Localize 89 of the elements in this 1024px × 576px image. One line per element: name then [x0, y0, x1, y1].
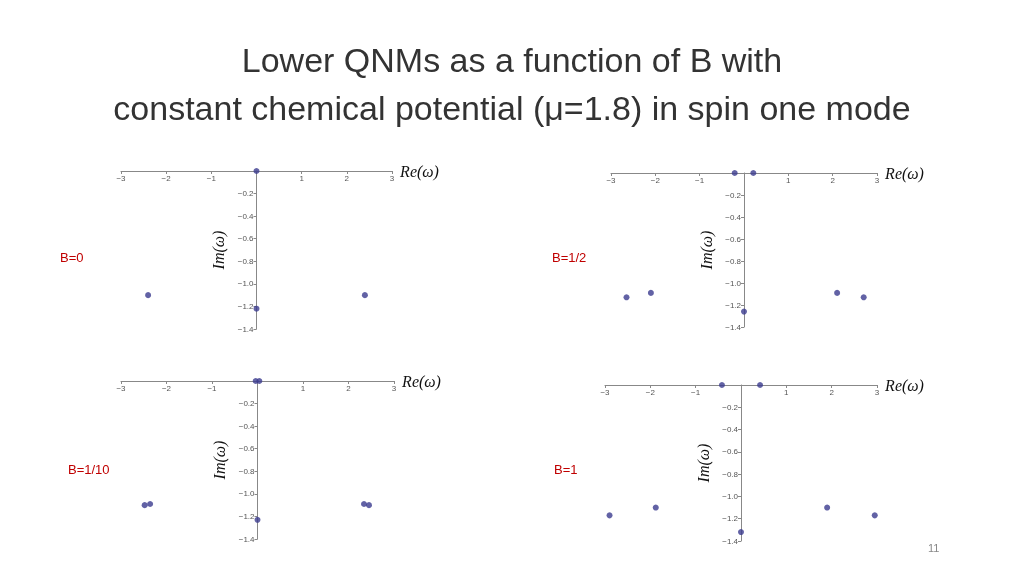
text: B=1/2: [552, 250, 587, 265]
y-tick-label: −1.0: [725, 278, 742, 288]
point: [360, 501, 367, 508]
y-tick-label: −0.6: [237, 234, 255, 244]
y-tick-label: −0.6: [722, 447, 739, 457]
point: [147, 501, 154, 508]
point: [141, 502, 148, 509]
y-tick-label: −1.2: [725, 300, 742, 310]
y-tick-label: −0.6: [725, 234, 742, 244]
x-tick-label: −3: [116, 383, 127, 393]
x-tick-label: 3: [391, 383, 397, 393]
text: Lower QNMs as a function of B with constant chemical potential (μ=1.8) in spin one mode: [112, 40, 912, 129]
x-axis-title: Re(ω): [884, 376, 924, 395]
y-tick-label: −0.8: [725, 256, 742, 266]
text: B=0: [60, 250, 84, 265]
x-tick-label: −3: [116, 173, 127, 183]
y-tick-label: −1.0: [238, 489, 256, 499]
y-tick-label: −1.4: [725, 322, 742, 332]
x-tick-label: −2: [161, 173, 172, 183]
x-tick-label: −2: [650, 175, 661, 185]
x-tick-label: 1: [300, 383, 306, 393]
point: [860, 294, 867, 301]
y-tick-label: −0.8: [237, 256, 255, 266]
y-tick-label: −1.2: [238, 511, 256, 521]
y-tick-label: −0.2: [238, 399, 256, 409]
x-tick-label: −3: [600, 387, 611, 397]
text: 11: [928, 542, 940, 554]
point: [253, 305, 260, 312]
y-tick-label: −1.0: [237, 279, 255, 289]
point: [757, 382, 764, 388]
y-tick-label: −0.4: [725, 212, 742, 222]
y-tick-label: −1.4: [237, 324, 255, 334]
y-tick-label: −1.4: [238, 534, 256, 544]
text: B=1: [554, 461, 578, 477]
x-axis-title: Re(ω): [884, 164, 924, 183]
x-tick-label: 1: [786, 175, 792, 185]
y-tick-label: −0.4: [238, 421, 256, 431]
y-tick-label: −1.2: [237, 301, 255, 311]
y-tick-label: −1.4: [722, 536, 739, 546]
y-tick-label: −0.4: [722, 425, 739, 435]
x-tick-label: −1: [206, 173, 217, 183]
x-tick-label: −2: [161, 383, 172, 393]
point: [741, 308, 747, 315]
x-tick-label: 2: [346, 383, 352, 393]
point: [871, 512, 878, 519]
text: B=1/10: [68, 461, 110, 477]
y-axis-title: Im(ω): [694, 443, 713, 484]
point: [253, 168, 260, 174]
x-tick-label: 1: [784, 387, 790, 397]
y-tick-label: −1.2: [722, 514, 739, 524]
x-tick-label: 3: [389, 173, 395, 183]
y-tick-label: −0.4: [237, 211, 255, 221]
point: [254, 516, 261, 523]
y-tick-label: −0.2: [722, 402, 739, 412]
x-tick-label: −3: [606, 175, 617, 185]
point: [834, 289, 841, 296]
x-tick-label: 1: [299, 173, 305, 183]
x-tick-label: 2: [344, 173, 350, 183]
point: [145, 292, 152, 299]
x-tick-label: 2: [829, 387, 835, 397]
point: [361, 292, 368, 299]
y-tick-label: −0.6: [238, 444, 256, 454]
y-axis-title: Im(ω): [210, 230, 229, 271]
y-tick-label: −0.2: [237, 189, 255, 199]
point: [750, 170, 757, 176]
point: [731, 170, 738, 176]
x-tick-label: −2: [645, 387, 656, 397]
x-tick-label: −1: [691, 387, 701, 397]
y-tick-label: −0.8: [238, 466, 256, 476]
point: [652, 504, 659, 511]
point: [718, 382, 725, 388]
x-axis-title: Re(ω): [399, 162, 439, 181]
point: [738, 529, 744, 536]
y-tick-label: −1.0: [722, 491, 739, 501]
x-tick-label: −1: [207, 383, 218, 393]
x-axis-title: Re(ω): [401, 372, 441, 391]
point: [623, 294, 630, 301]
x-tick-label: 2: [830, 175, 836, 185]
x-tick-label: 3: [874, 387, 880, 397]
y-tick-label: −0.8: [722, 469, 739, 479]
x-tick-label: −1: [695, 175, 705, 185]
y-axis-title: Im(ω): [211, 440, 230, 481]
y-axis-title: Im(ω): [697, 230, 716, 271]
y-tick-label: −0.2: [725, 190, 742, 200]
point: [365, 502, 372, 509]
point: [647, 289, 654, 296]
point: [256, 378, 263, 384]
point: [824, 504, 831, 511]
x-tick-label: 3: [874, 175, 880, 185]
